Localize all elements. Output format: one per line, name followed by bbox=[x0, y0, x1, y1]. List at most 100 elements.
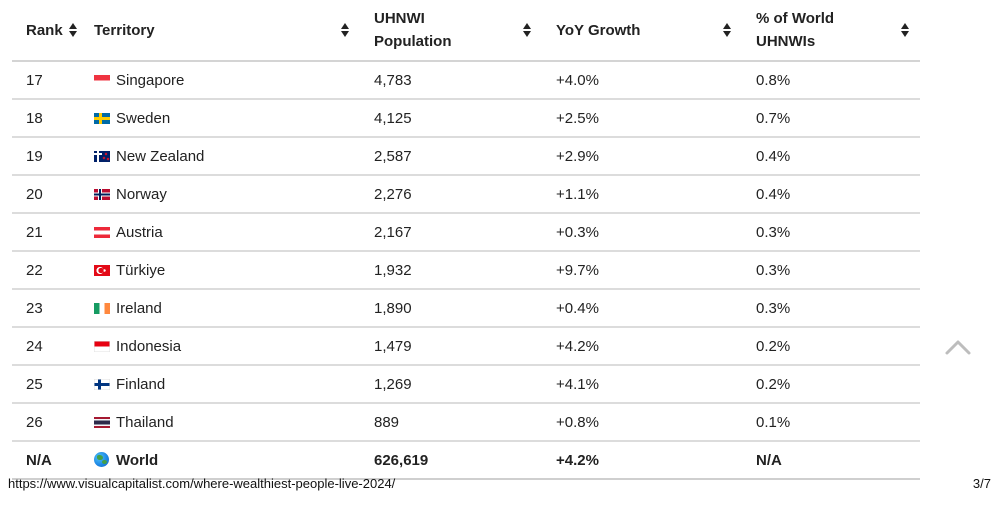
territory-name: Sweden bbox=[116, 109, 171, 127]
column-header-growth[interactable]: YoY Growth bbox=[542, 0, 742, 62]
territory-name: Singapore bbox=[116, 71, 185, 89]
footer-url: https://www.visualcapitalist.com/where-w… bbox=[8, 476, 396, 491]
territory-cell: Sweden bbox=[80, 99, 360, 138]
growth-cell: +0.8% bbox=[542, 403, 742, 442]
globe-icon bbox=[94, 451, 109, 467]
rank-cell: 19 bbox=[12, 137, 80, 176]
population-cell: 626,619 bbox=[360, 441, 542, 480]
singapore-flag-icon bbox=[94, 74, 110, 86]
sort-arrows-icon[interactable] bbox=[68, 22, 78, 38]
chevron-up-icon[interactable] bbox=[944, 336, 972, 358]
table-row: 17 Singapore 4,783 +4.0% 0.8% bbox=[12, 61, 920, 100]
share-cell: 0.1% bbox=[742, 403, 920, 442]
sweden-flag-icon bbox=[94, 112, 110, 124]
column-header-share-label: % of World UHNWIs bbox=[756, 7, 834, 53]
column-header-territory-label: Territory bbox=[94, 21, 155, 39]
share-cell: N/A bbox=[742, 441, 920, 480]
uhnwi-table: Rank Territory UHNWI Population bbox=[12, 0, 920, 480]
turkiye-flag-icon bbox=[94, 264, 110, 276]
population-cell: 889 bbox=[360, 403, 542, 442]
column-header-rank-label: Rank bbox=[26, 21, 63, 39]
table-row-total: N/A World 626,619 +4.2% N/A bbox=[12, 441, 920, 480]
sort-arrows-icon[interactable] bbox=[340, 22, 350, 38]
sort-arrows-icon[interactable] bbox=[522, 22, 532, 38]
territory-cell: Norway bbox=[80, 175, 360, 214]
thailand-flag-icon bbox=[94, 416, 110, 428]
growth-cell: +2.5% bbox=[542, 99, 742, 138]
territory-name: Thailand bbox=[116, 413, 174, 431]
column-header-share-line2: UHNWIs bbox=[756, 33, 816, 50]
rank-cell: 20 bbox=[12, 175, 80, 214]
territory-name: Ireland bbox=[116, 299, 162, 317]
share-cell: 0.8% bbox=[742, 61, 920, 100]
rank-cell: 18 bbox=[12, 99, 80, 138]
uhnwi-table-container: Rank Territory UHNWI Population bbox=[12, 0, 920, 480]
table-row: 24 Indonesia 1,479 +4.2% 0.2% bbox=[12, 327, 920, 366]
population-cell: 1,479 bbox=[360, 327, 542, 366]
territory-name: Austria bbox=[116, 223, 163, 241]
territory-name: Norway bbox=[116, 185, 167, 203]
territory-cell: Finland bbox=[80, 365, 360, 404]
territory-cell: Indonesia bbox=[80, 327, 360, 366]
territory-cell: Ireland bbox=[80, 289, 360, 328]
column-header-population-label: UHNWI Population bbox=[374, 7, 452, 53]
table-row: 21 Austria 2,167 +0.3% 0.3% bbox=[12, 213, 920, 252]
growth-cell: +4.0% bbox=[542, 61, 742, 100]
territory-name: World bbox=[116, 451, 159, 469]
rank-cell: 24 bbox=[12, 327, 80, 366]
population-cell: 1,269 bbox=[360, 365, 542, 404]
population-cell: 4,783 bbox=[360, 61, 542, 100]
territory-cell: Thailand bbox=[80, 403, 360, 442]
table-row: 23 Ireland 1,890 +0.4% 0.3% bbox=[12, 289, 920, 328]
norway-flag-icon bbox=[94, 188, 110, 200]
growth-cell: +4.2% bbox=[542, 327, 742, 366]
share-cell: 0.3% bbox=[742, 289, 920, 328]
population-cell: 1,890 bbox=[360, 289, 542, 328]
share-cell: 0.4% bbox=[742, 137, 920, 176]
share-cell: 0.4% bbox=[742, 175, 920, 214]
new-zealand-flag-icon bbox=[94, 150, 110, 162]
rank-cell: 21 bbox=[12, 213, 80, 252]
column-header-share-line1: % of World bbox=[756, 10, 835, 27]
growth-cell: +4.2% bbox=[542, 441, 742, 480]
table-row: 18 Sweden 4,125 +2.5% 0.7% bbox=[12, 99, 920, 138]
austria-flag-icon bbox=[94, 226, 110, 238]
growth-cell: +4.1% bbox=[542, 365, 742, 404]
table-row: 25 Finland 1,269 +4.1% 0.2% bbox=[12, 365, 920, 404]
territory-name: Finland bbox=[116, 375, 166, 393]
rank-cell: 26 bbox=[12, 403, 80, 442]
territory-cell: World bbox=[80, 441, 360, 480]
population-cell: 1,932 bbox=[360, 251, 542, 290]
share-cell: 0.3% bbox=[742, 251, 920, 290]
population-cell: 2,276 bbox=[360, 175, 542, 214]
table-row: 20 Norway 2,276 +1.1% 0.4% bbox=[12, 175, 920, 214]
column-header-growth-label: YoY Growth bbox=[556, 21, 641, 39]
table-row: 19 New Zealand 2,587 +2.9% 0.4% bbox=[12, 137, 920, 176]
territory-name: Türkiye bbox=[116, 261, 166, 279]
territory-cell: Türkiye bbox=[80, 251, 360, 290]
column-header-population-line2: Population bbox=[374, 33, 452, 50]
population-cell: 2,167 bbox=[360, 213, 542, 252]
sort-arrows-icon[interactable] bbox=[722, 22, 732, 38]
page-number: 3/7 bbox=[972, 476, 991, 491]
ireland-flag-icon bbox=[94, 302, 110, 314]
column-header-territory[interactable]: Territory bbox=[80, 0, 360, 62]
rank-cell: 17 bbox=[12, 61, 80, 100]
territory-cell: Austria bbox=[80, 213, 360, 252]
column-header-rank[interactable]: Rank bbox=[12, 0, 80, 62]
column-header-population-line1: UHNWI bbox=[374, 10, 425, 27]
column-header-population[interactable]: UHNWI Population bbox=[360, 0, 542, 62]
indonesia-flag-icon bbox=[94, 340, 110, 352]
share-cell: 0.2% bbox=[742, 327, 920, 366]
growth-cell: +0.4% bbox=[542, 289, 742, 328]
territory-name: Indonesia bbox=[116, 337, 182, 355]
table-row: 26 Thailand 889 +0.8% 0.1% bbox=[12, 403, 920, 442]
table-row: 22 Türkiye 1,932 +9.7% 0.3% bbox=[12, 251, 920, 290]
growth-cell: +2.9% bbox=[542, 137, 742, 176]
column-header-share[interactable]: % of World UHNWIs bbox=[742, 0, 920, 62]
growth-cell: +9.7% bbox=[542, 251, 742, 290]
rank-cell: 22 bbox=[12, 251, 80, 290]
territory-cell: Singapore bbox=[80, 61, 360, 100]
territory-cell: New Zealand bbox=[80, 137, 360, 176]
sort-arrows-icon[interactable] bbox=[900, 22, 910, 38]
